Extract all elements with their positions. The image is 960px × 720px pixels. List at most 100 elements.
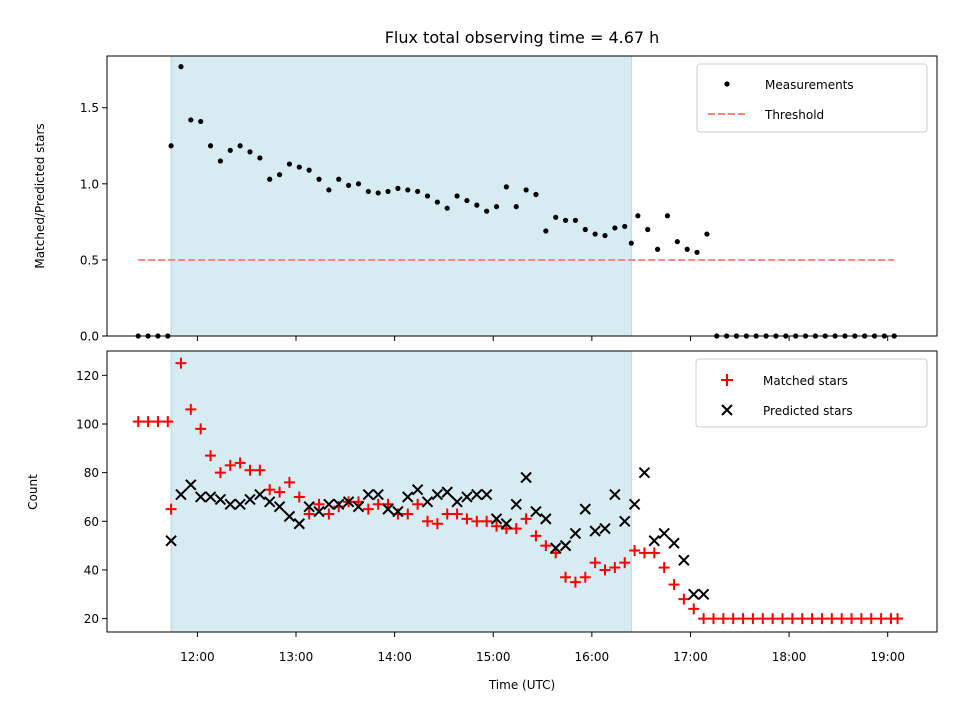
- predicted-star-point: [362, 488, 375, 501]
- measurement-point: [484, 208, 490, 214]
- matched-star-point: [264, 484, 276, 496]
- predicted-star-point: [185, 479, 197, 491]
- measurement-point: [612, 225, 618, 231]
- measurement-point: [346, 182, 352, 188]
- predicted-star-point: [293, 518, 306, 530]
- bottom-legend: Matched stars Predicted stars: [695, 358, 928, 428]
- matched-star-point: [214, 467, 226, 479]
- predicted-star-point: [431, 488, 444, 501]
- top-y-axis-label: Matched/Predicted stars: [33, 123, 47, 268]
- predicted-star-point: [648, 535, 661, 547]
- predicted-star-point: [165, 535, 177, 547]
- predicted-star-point: [638, 466, 651, 479]
- bottom-x-ticks: 12:00 13:00 14:00 15:00 16:00 17:00 18:00 19:00: [180, 632, 905, 664]
- matched-star-point: [777, 613, 789, 625]
- matched-star-point: [412, 498, 424, 510]
- matched-star-point: [727, 613, 739, 625]
- measurement-point: [664, 213, 671, 219]
- matched-star-point: [846, 613, 858, 625]
- measurement-point: [306, 167, 312, 173]
- measurement-point: [592, 231, 598, 237]
- measurement-point: [464, 197, 470, 204]
- x-tick-label: 15:00: [476, 650, 511, 664]
- x-tick-label: 17:00: [673, 650, 708, 664]
- predicted-star-point: [333, 498, 345, 510]
- measurement-point: [533, 191, 539, 198]
- measurement-point: [217, 158, 224, 164]
- measurement-point: [316, 176, 322, 182]
- matched-star-point: [698, 613, 710, 625]
- matched-star-point: [767, 613, 779, 625]
- y-tick-label: 1.5: [80, 101, 99, 115]
- matched-star-point: [510, 523, 522, 535]
- predicted-star-point: [658, 527, 670, 540]
- measurement-point: [684, 246, 690, 252]
- predicted-star-point: [589, 525, 601, 537]
- matched-star-point: [875, 613, 887, 625]
- predicted-star-point: [313, 505, 325, 518]
- measurement-point: [178, 64, 184, 70]
- matched-star-point: [717, 613, 729, 625]
- measurement-point: [207, 143, 214, 149]
- matched-star-point: [520, 513, 532, 525]
- matched-star-point: [165, 503, 177, 515]
- legend-label-matched: Matched stars: [763, 374, 848, 388]
- matched-star-point: [579, 571, 591, 583]
- legend-marker-matched: [721, 374, 733, 386]
- matched-star-point: [648, 547, 660, 559]
- measurement-point: [198, 118, 204, 125]
- measurement-point: [424, 193, 431, 199]
- measurement-point: [674, 239, 680, 245]
- matched-star-point: [757, 613, 769, 625]
- measurement-point: [704, 231, 710, 237]
- matched-star-point: [638, 547, 650, 559]
- predicted-star-point: [451, 496, 463, 508]
- matched-star-point: [737, 613, 749, 625]
- matched-star-point: [530, 530, 542, 542]
- matched-star-point: [540, 540, 552, 552]
- matched-star-point: [421, 515, 433, 527]
- matched-star-point: [855, 613, 867, 625]
- matched-star-point: [892, 613, 904, 625]
- matched-star-point: [816, 613, 828, 625]
- y-tick-label: 0.5: [80, 253, 99, 267]
- measurement-point: [513, 204, 519, 210]
- predicted-star-point: [204, 491, 217, 503]
- measurement-point: [454, 193, 460, 199]
- measurement-point: [654, 246, 661, 252]
- shaded-span: [170, 55, 632, 337]
- matched-star-point: [441, 508, 453, 520]
- measurement-point: [267, 176, 273, 182]
- measurement-point: [375, 190, 381, 196]
- measurement-point: [553, 214, 559, 220]
- matched-star-point: [451, 508, 463, 520]
- x-tick-label: 19:00: [870, 650, 905, 664]
- predicted-stars-points: [165, 466, 710, 600]
- predicted-star-point: [214, 493, 227, 506]
- predicted-star-point: [461, 491, 473, 503]
- predicted-star-point: [520, 471, 532, 484]
- predicted-star-point: [549, 542, 562, 554]
- y-tick-label: 1.0: [80, 177, 99, 191]
- matched-star-point: [461, 513, 473, 525]
- measurement-point: [444, 205, 450, 211]
- predicted-star-point: [194, 491, 207, 503]
- measurement-point: [622, 223, 628, 230]
- matched-star-point: [806, 613, 818, 625]
- measurement-point: [326, 187, 332, 193]
- legend-label-measurements: Measurements: [765, 78, 854, 92]
- legend-label-predicted: Predicted stars: [763, 404, 853, 418]
- predicted-star-point: [480, 488, 493, 501]
- matched-star-point: [234, 457, 246, 469]
- measurement-point: [572, 217, 579, 223]
- measurement-point: [635, 213, 641, 219]
- predicted-star-point: [352, 500, 365, 513]
- shaded-span: [170, 350, 632, 633]
- measurement-point: [523, 187, 529, 193]
- measurement-point: [276, 172, 283, 178]
- legend-label-threshold: Threshold: [764, 108, 824, 122]
- predicted-star-point: [382, 503, 394, 515]
- matched-star-point: [826, 613, 838, 625]
- predicted-star-point: [599, 522, 611, 535]
